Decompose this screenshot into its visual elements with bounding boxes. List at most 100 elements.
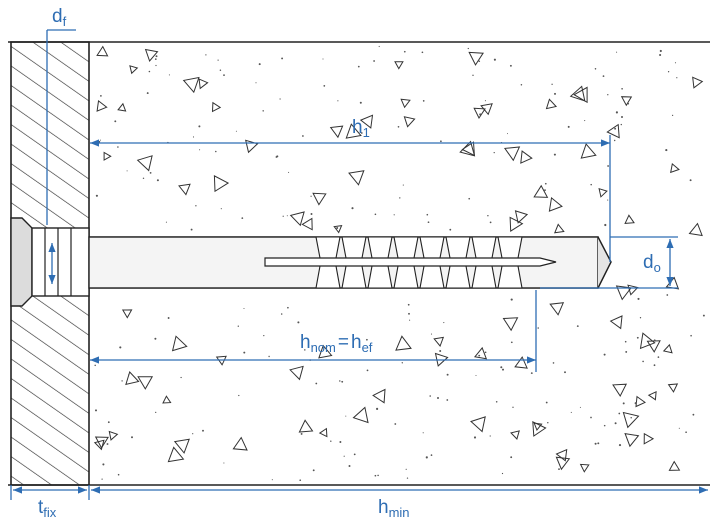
aggregate-dot bbox=[192, 136, 195, 138]
aggregate-triangle bbox=[662, 343, 673, 354]
aggregate-dot bbox=[489, 221, 492, 224]
aggregate-dot bbox=[501, 472, 504, 475]
aggregate-triangle bbox=[333, 224, 343, 234]
aggregate-dot bbox=[146, 92, 149, 95]
aggregate-triangle bbox=[668, 460, 681, 471]
aggregate-triangle bbox=[554, 223, 565, 234]
label-h-1: h1 bbox=[352, 117, 370, 140]
aggregate-triangle bbox=[173, 438, 190, 454]
aggregate-dot bbox=[487, 214, 489, 217]
aggregate-triangle bbox=[670, 162, 680, 174]
aggregate-dot bbox=[94, 364, 96, 367]
aggregate-dot bbox=[121, 380, 123, 382]
aggregate-dot bbox=[510, 456, 513, 459]
aggregate-dot bbox=[243, 307, 245, 310]
aggregate-dot bbox=[409, 319, 411, 321]
aggregate-dot bbox=[192, 433, 194, 435]
aggregate-triangle bbox=[117, 102, 127, 112]
aggregate-dot bbox=[300, 432, 303, 435]
aggregate-dot bbox=[223, 74, 225, 76]
aggregate-dot bbox=[547, 421, 549, 424]
screw-tip bbox=[264, 257, 557, 267]
aggregate-dot bbox=[666, 294, 669, 296]
aggregate-dot bbox=[128, 374, 130, 376]
aggregate-dot bbox=[614, 127, 617, 130]
aggregate-dot bbox=[502, 368, 504, 371]
aggregate-dot bbox=[530, 372, 533, 375]
aggregate-dot bbox=[489, 435, 491, 437]
aggregate-dot bbox=[558, 468, 560, 471]
expansion-segment bbox=[445, 265, 471, 289]
aggregate-dot bbox=[374, 213, 377, 216]
aggregate-triangle bbox=[620, 96, 633, 107]
aggregate-dot bbox=[99, 139, 102, 141]
aggregate-triangle bbox=[403, 116, 416, 128]
aggregate-triangle bbox=[171, 335, 188, 352]
aggregate-dot bbox=[426, 213, 429, 216]
aggregate-dot bbox=[402, 184, 404, 186]
expansion-segment bbox=[471, 236, 497, 259]
expansion-segment bbox=[419, 236, 445, 259]
aggregate-dot bbox=[671, 114, 674, 117]
aggregate-triangle bbox=[514, 210, 529, 224]
aggregate-dot bbox=[422, 432, 424, 434]
aggregate-triangle bbox=[533, 422, 543, 431]
aggregate-dot bbox=[510, 341, 513, 344]
aggregate-dot bbox=[636, 336, 639, 339]
aggregate-dot bbox=[202, 429, 204, 432]
aggregate-dot bbox=[215, 150, 217, 153]
aggregate-dot bbox=[275, 156, 278, 158]
aggregate-dot bbox=[666, 346, 668, 348]
aggregate-dot bbox=[205, 54, 207, 56]
aggregate-triangle bbox=[459, 140, 476, 157]
dimension-lines bbox=[10, 29, 708, 500]
aggregate-dot bbox=[310, 213, 313, 215]
expansion-segment bbox=[315, 265, 341, 289]
aggregate-dot bbox=[243, 351, 246, 354]
aggregate-dot bbox=[376, 407, 379, 410]
aggregate-dot bbox=[126, 170, 128, 172]
aggregate-dot bbox=[690, 334, 692, 337]
aggregate-dot bbox=[478, 60, 481, 63]
aggregate-triangle bbox=[96, 99, 108, 112]
aggregate-triangle bbox=[612, 383, 628, 397]
aggregate-triangle bbox=[503, 146, 521, 162]
aggregate-dot bbox=[484, 100, 486, 102]
aggregate-triangle bbox=[329, 125, 344, 139]
aggregate-triangle bbox=[609, 315, 623, 330]
aggregate-dot bbox=[439, 350, 442, 352]
aggregate-triangle bbox=[144, 48, 159, 62]
expansion-segment bbox=[341, 265, 367, 289]
aggregate-dot bbox=[378, 45, 380, 48]
expansion-segment bbox=[367, 236, 393, 259]
anchor-head bbox=[10, 217, 90, 307]
aggregate-triangle bbox=[480, 103, 493, 116]
expansion-segment bbox=[497, 236, 523, 259]
aggregate-dot bbox=[602, 75, 605, 77]
aggregate-dot bbox=[279, 98, 281, 100]
aggregate-dot bbox=[408, 312, 410, 315]
aggregate-triangle bbox=[635, 395, 646, 408]
aggregate-dot bbox=[117, 146, 119, 148]
aggregate-dot bbox=[280, 313, 283, 315]
aggregate-dot bbox=[570, 411, 572, 413]
aggregate-triangle bbox=[598, 187, 608, 198]
aggregate-dot bbox=[271, 479, 273, 481]
aggregate-dot bbox=[544, 189, 546, 192]
aggregate-dot bbox=[553, 153, 556, 156]
aggregate-triangle bbox=[129, 65, 139, 75]
aggregate-dot bbox=[287, 306, 289, 309]
aggregate-dot bbox=[312, 469, 315, 472]
aggregate-triangle bbox=[103, 151, 112, 161]
aggregate-dot bbox=[406, 477, 409, 479]
label-d-f: df bbox=[52, 6, 67, 29]
aggregate-dot bbox=[604, 223, 607, 227]
aggregate-triangle bbox=[312, 192, 327, 206]
aggregate-dot bbox=[393, 214, 395, 216]
aggregate-dot bbox=[685, 431, 687, 434]
aggregate-dot bbox=[114, 120, 117, 123]
aggregate-dot bbox=[475, 374, 477, 377]
aggregate-dot bbox=[554, 92, 556, 95]
aggregate-dot bbox=[282, 215, 284, 217]
